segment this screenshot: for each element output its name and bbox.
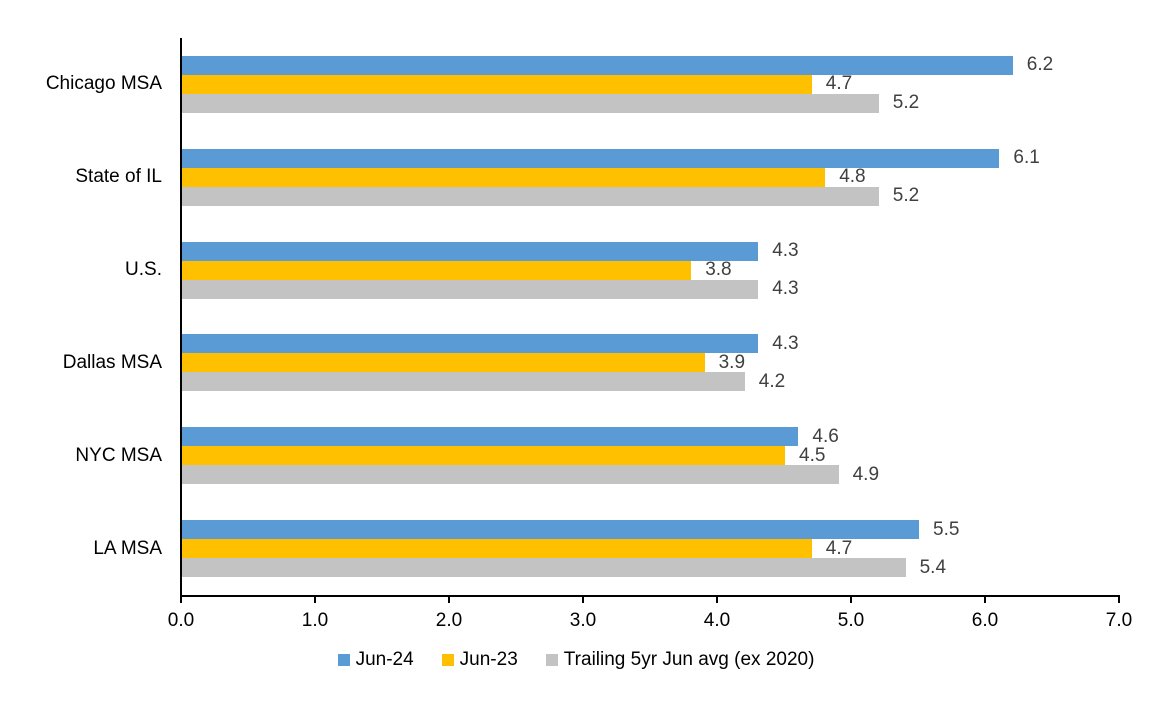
legend-swatch-icon [441, 654, 454, 666]
bar-jun-24 [182, 334, 759, 354]
data-label: 3.8 [705, 259, 732, 281]
bar-jun-24 [182, 148, 1000, 168]
x-tick-label: 5.0 [837, 610, 865, 631]
y-axis-line [180, 38, 182, 597]
bar-jun-23 [182, 74, 812, 94]
x-tick-mark [984, 597, 986, 603]
legend-item: Jun-23 [441, 648, 518, 672]
x-tick-mark [716, 597, 718, 603]
bar-trailing-5yr-jun-avg-ex-2020 [182, 372, 745, 392]
data-label: 5.2 [892, 185, 920, 207]
bar-jun-23 [182, 167, 826, 187]
bar-jun-24 [182, 520, 919, 540]
x-tick-label: 6.0 [971, 610, 999, 631]
bar-trailing-5yr-jun-avg-ex-2020 [182, 93, 879, 113]
category-label: Chicago MSA [45, 73, 162, 95]
bar-jun-23 [182, 260, 692, 280]
x-tick-label: 7.0 [1105, 610, 1133, 631]
legend-label: Trailing 5yr Jun avg (ex 2020) [563, 649, 815, 670]
legend-item: Jun-24 [337, 648, 414, 672]
bar-trailing-5yr-jun-avg-ex-2020 [182, 279, 759, 299]
data-label: 4.9 [852, 463, 880, 485]
x-tick-mark [448, 597, 450, 603]
legend-item: Trailing 5yr Jun avg (ex 2020) [545, 648, 815, 672]
bar-trailing-5yr-jun-avg-ex-2020 [182, 465, 839, 485]
data-label: 6.2 [1026, 54, 1054, 76]
data-label: 3.9 [718, 351, 746, 373]
legend: Jun-24 Jun-23 Trailing 5yr Jun avg (ex 202… [0, 648, 1152, 672]
legend-swatch-icon [337, 654, 350, 666]
bar-jun-24 [182, 241, 759, 261]
bar-jun-24 [182, 427, 799, 447]
data-label: 4.8 [839, 166, 866, 188]
category-label: U.S. [125, 259, 162, 281]
x-tick-mark [582, 597, 584, 603]
data-label: 4.2 [758, 370, 786, 392]
x-tick-label: 2.0 [435, 610, 463, 631]
data-label: 4.7 [825, 73, 853, 95]
category-label: Dallas MSA [62, 351, 162, 373]
x-axis-line [180, 595, 1120, 597]
category-label: State of IL [75, 166, 162, 188]
x-tick-mark [1118, 597, 1120, 603]
x-tick-mark [850, 597, 852, 603]
bar-trailing-5yr-jun-avg-ex-2020 [182, 558, 906, 578]
data-label: 4.5 [799, 444, 826, 466]
category-label: NYC MSA [75, 444, 162, 466]
bar-jun-23 [182, 446, 785, 466]
x-tick-mark [180, 597, 182, 603]
data-label: 6.1 [1013, 147, 1040, 169]
legend-label: Jun-24 [355, 649, 414, 670]
bar-jun-24 [182, 55, 1013, 75]
data-label: 4.3 [772, 332, 799, 354]
x-tick-label: 4.0 [703, 610, 731, 631]
bar-trailing-5yr-jun-avg-ex-2020 [182, 186, 879, 206]
category-label: LA MSA [93, 537, 162, 559]
bar-jun-23 [182, 353, 705, 373]
data-label: 5.4 [919, 556, 947, 578]
legend-swatch-icon [545, 654, 558, 666]
data-label: 4.6 [812, 425, 839, 447]
data-label: 4.3 [772, 278, 799, 300]
x-tick-label: 0.0 [167, 610, 195, 631]
data-label: 4.7 [825, 537, 853, 559]
legend-label: Jun-23 [459, 649, 518, 670]
data-label: 5.2 [892, 92, 920, 114]
data-label: 5.5 [933, 518, 960, 540]
x-tick-label: 1.0 [301, 610, 329, 631]
x-tick-mark [314, 597, 316, 603]
bar-jun-23 [182, 539, 812, 559]
x-tick-label: 3.0 [569, 610, 597, 631]
data-label: 4.3 [772, 240, 799, 262]
